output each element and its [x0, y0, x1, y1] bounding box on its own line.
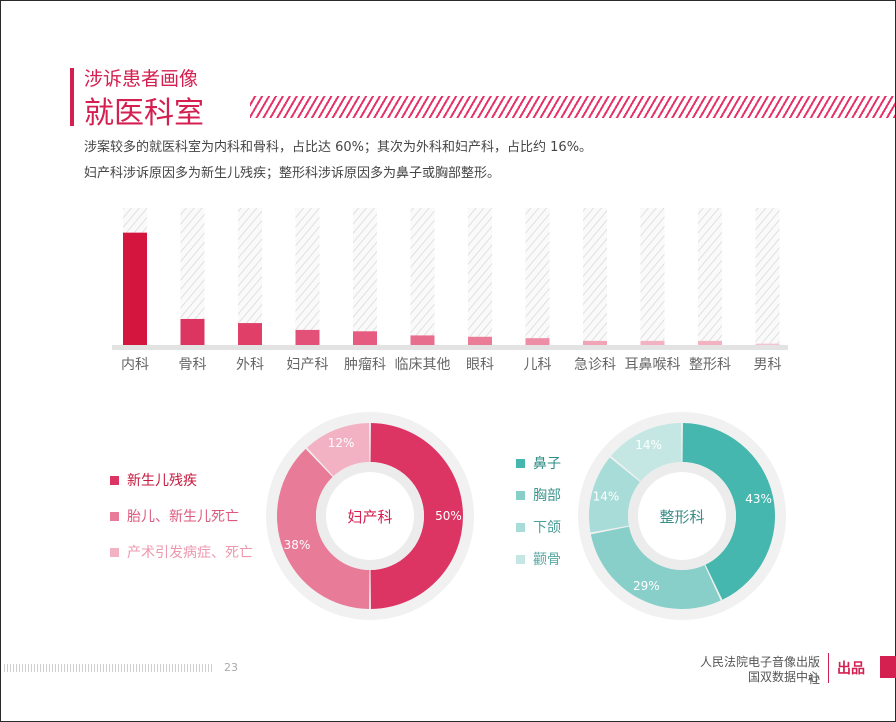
legend-item: 产术引发病症、死亡	[110, 542, 253, 562]
legend-label: 胸部	[533, 488, 561, 504]
bar-category-label: 临床其他	[395, 357, 451, 373]
produced-by-tag: 出品	[837, 661, 865, 677]
bar-background	[353, 208, 377, 345]
donut-slice-颧骨	[610, 423, 682, 482]
donut-center-label: 整形科	[659, 508, 704, 526]
bar-category-label: 整形科	[689, 357, 731, 373]
bar-肿瘤科	[353, 331, 377, 345]
bar-background	[410, 208, 435, 345]
footer-accent-block	[880, 656, 896, 678]
bar-background	[583, 208, 607, 345]
bar-整形科	[698, 340, 722, 345]
bar-内科	[123, 232, 147, 345]
donut-value-label: 14%	[593, 489, 620, 503]
bar-category-label: 妇产科	[287, 356, 329, 373]
bar-category-label: 眼科	[466, 357, 494, 373]
legend-label: 下颌	[533, 520, 561, 536]
donut-value-label: 50%	[435, 509, 462, 523]
donut-value-label: 43%	[745, 492, 772, 506]
bar-baseline	[112, 345, 788, 350]
donut-slice-胸部	[590, 526, 721, 609]
bar-临床其他	[410, 335, 435, 345]
description-line-2: 妇产科涉诉原因多为新生儿残疾；整形科涉诉原因多为鼻子或胸部整形。	[84, 166, 501, 181]
legend-item: 新生儿残疾	[110, 470, 197, 490]
bar-background	[238, 208, 262, 345]
donut-center	[326, 472, 414, 560]
legend-swatch	[110, 511, 119, 521]
bar-category-label: 肿瘤科	[344, 356, 386, 373]
bar-background	[755, 208, 780, 345]
legend-swatch	[110, 475, 119, 485]
bar-儿科	[525, 338, 550, 345]
bar-急诊科	[583, 340, 607, 345]
bar-category-label: 耳鼻喉科	[625, 356, 681, 373]
bar-耳鼻喉科	[640, 340, 665, 345]
legend-item: 颧骨	[516, 549, 561, 569]
bar-男科	[755, 343, 780, 345]
footer-dots-decoration	[4, 664, 212, 672]
bar-妇产科	[295, 329, 320, 345]
donut-slice-胎儿、新生儿死亡	[277, 448, 370, 609]
legend-swatch	[516, 458, 525, 468]
donut-slice-产术引发病症、死亡	[307, 423, 370, 477]
legend-item: 胎儿、新生儿死亡	[110, 506, 239, 526]
publisher-name: 人民法院电子音像出版社	[699, 655, 820, 686]
obstetrics-donut-chart: 50% 38% 12% 妇产科	[266, 412, 474, 620]
legend-label: 新生儿残疾	[127, 473, 197, 489]
donut-center	[638, 472, 726, 560]
bar-category-label: 男科	[754, 357, 782, 373]
bar-background	[525, 208, 550, 345]
bar-background	[468, 208, 492, 345]
donut-value-label: 38%	[284, 538, 311, 552]
description-line-1: 涉案较多的就医科室为内科和骨科，占比达 60%；其次为外科和妇产科，占比约 16…	[84, 140, 593, 155]
legend-item: 胸部	[516, 485, 561, 505]
bar-category-label: 内科	[121, 357, 149, 373]
bar-category-label: 急诊科	[574, 357, 616, 373]
donut-slice-下颌	[589, 457, 641, 533]
legend-item: 下颌	[516, 517, 561, 537]
data-center-name: 国双数据中心	[747, 670, 820, 684]
legend-swatch	[516, 554, 525, 564]
bar-眼科	[468, 336, 492, 345]
page-number: 23	[224, 661, 238, 674]
donut-slice-新生儿残疾	[370, 423, 463, 609]
donut-value-label: 14%	[635, 438, 662, 452]
legend-label: 产术引发病症、死亡	[127, 545, 253, 561]
legend-label: 颧骨	[533, 552, 561, 568]
bar-category-label: 骨科	[179, 357, 207, 373]
section-subtitle: 涉诉患者画像	[84, 68, 199, 90]
legend-item: 鼻子	[516, 453, 561, 473]
donut-center-label: 妇产科	[347, 508, 392, 526]
title-hatch-decoration	[250, 96, 895, 118]
bar-background	[698, 208, 722, 345]
donut-value-label: 12%	[328, 436, 355, 450]
legend-swatch	[516, 522, 525, 532]
donut-value-label: 29%	[633, 579, 660, 593]
donut-slice-鼻子	[682, 423, 775, 600]
legend-swatch	[110, 547, 119, 557]
bar-category-label: 外科	[236, 357, 264, 373]
legend-swatch	[516, 490, 525, 500]
title-accent-bar	[70, 68, 74, 126]
bar-background	[295, 208, 320, 345]
bar-外科	[238, 323, 262, 345]
bar-category-label: 儿科	[524, 357, 552, 373]
page-title: 就医科室	[84, 96, 204, 131]
legend-label: 胎儿、新生儿死亡	[127, 509, 239, 525]
bar-骨科	[180, 318, 205, 345]
footer-separator	[828, 653, 829, 683]
bar-background	[640, 208, 665, 345]
plastic-surgery-donut-chart: 43% 29% 14% 14% 整形科	[578, 412, 786, 620]
legend-label: 鼻子	[533, 456, 561, 472]
department-bar-chart: 内科 骨科 外科 妇产科 肿瘤科 临床其他 眼科 儿科 急诊科 耳鼻喉科 整形科 男科	[112, 208, 788, 373]
